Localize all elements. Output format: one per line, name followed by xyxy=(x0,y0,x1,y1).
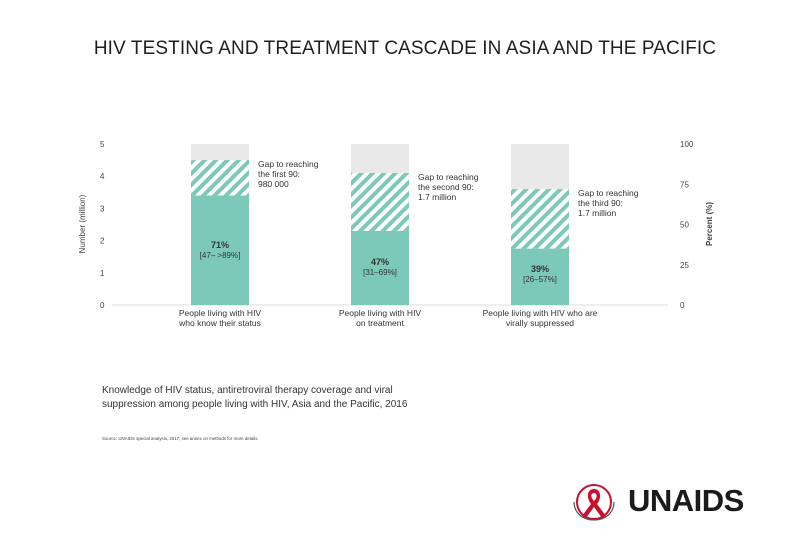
bar-gap-hatch xyxy=(351,172,409,231)
bar-value xyxy=(191,195,249,305)
bar-percent-label: 39% xyxy=(531,264,549,274)
x-category-label: People living with HIV xyxy=(339,308,422,318)
bar-percent-label: 47% xyxy=(371,257,389,267)
gap-annotation-line: Gap to reaching xyxy=(418,172,479,182)
y-tick-label: 2 xyxy=(100,237,105,246)
bar-value xyxy=(511,248,569,305)
x-category-label: virally suppressed xyxy=(506,318,574,328)
y-tick-label: 1 xyxy=(100,269,105,278)
x-category-label: who know their status xyxy=(178,318,261,328)
y-axis-title: Number (million) xyxy=(78,194,87,253)
y-tick-label: 0 xyxy=(100,301,105,310)
page-title: HIV TESTING AND TREATMENT CASCADE IN ASI… xyxy=(93,38,717,59)
y2-tick-label: 100 xyxy=(680,140,694,149)
y-tick-label: 4 xyxy=(100,172,105,181)
source-note: Source: UNAIDS special analysis, 2017; s… xyxy=(102,436,259,441)
ribbon-emblem-icon xyxy=(573,484,615,521)
bar-gap-hatch xyxy=(191,160,249,196)
bar-range-label: [26–57%] xyxy=(523,275,557,284)
gap-annotation-line: Gap to reaching xyxy=(578,188,639,198)
x-category-label: People living with HIV xyxy=(179,308,262,318)
gap-annotation-line: Gap to reaching xyxy=(258,159,319,169)
gap-annotation-line: 980 000 xyxy=(258,179,289,189)
figure-caption: Knowledge of HIV status, antiretroviral … xyxy=(102,385,408,410)
unaids-logo: UNAIDS xyxy=(566,480,766,524)
bar-gap-hatch xyxy=(511,189,569,249)
gap-annotation-line: the third 90: xyxy=(578,198,623,208)
bar-range-label: [47– >89%] xyxy=(200,251,241,260)
gap-annotation-line: 1.7 million xyxy=(578,208,617,218)
bar-value xyxy=(351,230,409,305)
x-category-label: People living with HIV who are xyxy=(483,308,598,318)
gap-annotation-line: 1.7 million xyxy=(418,192,457,202)
gap-annotation-line: the first 90: xyxy=(258,169,300,179)
y2-axis-title: Percent (%) xyxy=(705,202,714,246)
gap-annotation-line: the second 90: xyxy=(418,182,474,192)
bar-range-label: [31–69%] xyxy=(363,268,397,277)
y2-tick-label: 50 xyxy=(680,221,689,230)
y2-tick-label: 0 xyxy=(680,301,685,310)
y2-tick-label: 75 xyxy=(680,180,689,189)
y2-tick-label: 25 xyxy=(680,261,689,270)
logo-text: UNAIDS xyxy=(628,483,744,518)
y-tick-label: 5 xyxy=(100,140,105,149)
bar-percent-label: 71% xyxy=(211,240,229,250)
y-tick-label: 3 xyxy=(100,204,105,213)
x-category-label: on treatment xyxy=(356,318,404,328)
